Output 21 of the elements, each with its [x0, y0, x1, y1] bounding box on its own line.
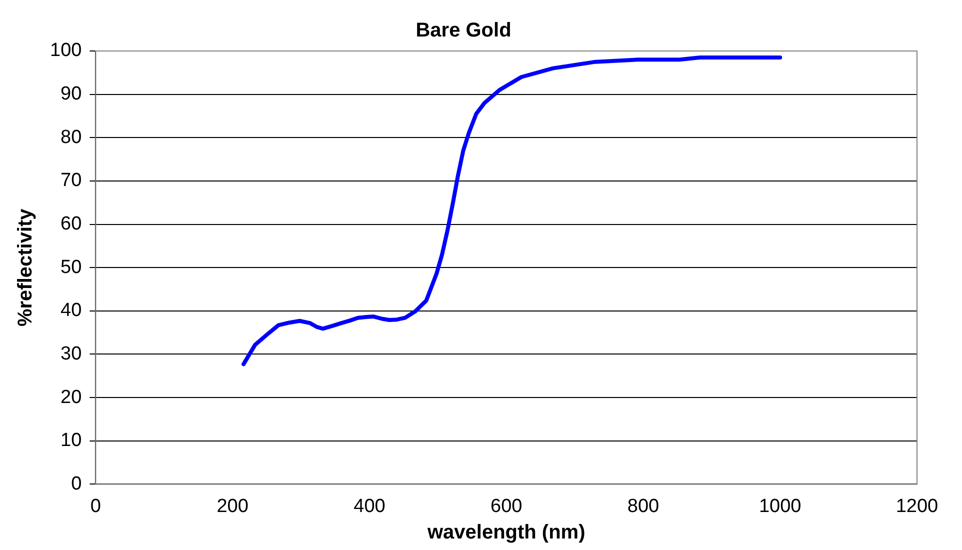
x-tick-label: 0 [90, 496, 101, 517]
y-axis-title: %reflectivity [14, 208, 37, 327]
x-tick-label: 800 [627, 496, 660, 517]
x-tick-label: 200 [216, 496, 248, 517]
y-tick-label: 30 [60, 343, 82, 364]
x-tick-label: 1000 [758, 496, 802, 517]
y-tick-label: 90 [60, 84, 82, 105]
x-tick-label: 600 [490, 496, 522, 517]
y-tick-label: 0 [71, 473, 82, 494]
y-tick-label: 20 [60, 386, 82, 408]
x-tick-label: 1200 [896, 496, 938, 517]
chart-title: Bare Gold [416, 20, 512, 42]
y-tick-label: 10 [60, 430, 82, 452]
x-tick-label: 400 [354, 496, 386, 517]
y-tick-label: 100 [50, 40, 82, 62]
x-axis-title: wavelength (nm) [426, 522, 586, 544]
y-tick-label: 80 [60, 126, 82, 148]
y-tick-label: 50 [60, 256, 82, 278]
y-tick-label: 70 [60, 170, 82, 192]
y-tick-label: 60 [60, 214, 82, 235]
y-tick-label: 40 [60, 300, 82, 322]
